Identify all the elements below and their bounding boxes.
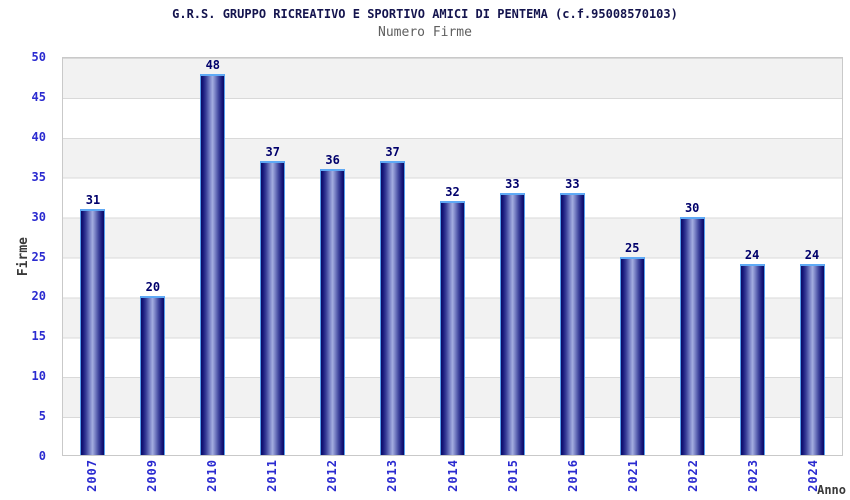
x-tick-2010: 2010 bbox=[182, 459, 242, 492]
bar-2016: 33 bbox=[559, 177, 585, 455]
x-axis-label: Anno bbox=[817, 483, 846, 497]
y-tick-label: 40 bbox=[31, 129, 46, 144]
bar-slot-2009: 20 bbox=[123, 58, 183, 455]
x-tick-label: 2015 bbox=[505, 459, 520, 492]
x-tick-2007: 2007 bbox=[62, 459, 122, 492]
bar-value-label: 37 bbox=[385, 145, 400, 160]
bar-value-label: 25 bbox=[625, 240, 640, 255]
x-tick-2012: 2012 bbox=[302, 459, 362, 492]
bar-value-label: 31 bbox=[85, 192, 101, 207]
bar-slot-2022: 30 bbox=[662, 58, 722, 455]
y-tick-label: 35 bbox=[31, 169, 46, 184]
bar-2010: 48 bbox=[200, 58, 226, 455]
bar-value-label: 20 bbox=[145, 280, 161, 295]
bar-value-label: 48 bbox=[205, 57, 221, 72]
bar-value-label: 33 bbox=[565, 176, 580, 191]
bar-2012: 36 bbox=[320, 153, 346, 455]
x-tick-label: 2013 bbox=[385, 459, 400, 492]
x-tick-label: 2007 bbox=[85, 459, 100, 492]
y-tick-label: 20 bbox=[31, 289, 46, 304]
y-tick-label: 10 bbox=[31, 369, 46, 384]
x-tick-label: 2016 bbox=[565, 459, 580, 492]
y-tick-label: 45 bbox=[31, 89, 46, 104]
bar-value-label: 36 bbox=[325, 153, 340, 168]
x-tick-2016: 2016 bbox=[543, 459, 603, 492]
x-tick-2021: 2021 bbox=[603, 459, 663, 492]
bar-2007: 31 bbox=[80, 193, 106, 455]
x-tick-label: 2010 bbox=[205, 459, 220, 492]
y-axis-ticks: 0 5 10 15 20 25 30 35 40 45 50 bbox=[0, 50, 54, 463]
x-tick-label: 2021 bbox=[625, 459, 640, 492]
y-tick-label: 30 bbox=[31, 209, 46, 224]
y-tick-label: 5 bbox=[38, 409, 46, 424]
x-tick-2015: 2015 bbox=[483, 459, 543, 492]
bar-slot-2014: 32 bbox=[423, 58, 483, 455]
bar-2024: 24 bbox=[799, 248, 825, 455]
bar-2009: 20 bbox=[140, 280, 166, 455]
bar-slot-2010: 48 bbox=[183, 58, 243, 455]
bar-value-label: 37 bbox=[265, 145, 280, 160]
y-tick-label: 0 bbox=[38, 449, 46, 463]
bar-slot-2012: 36 bbox=[303, 58, 363, 455]
bar-slot-2013: 37 bbox=[363, 58, 423, 455]
bar-slot-2021: 25 bbox=[602, 58, 662, 455]
x-tick-2009: 2009 bbox=[122, 459, 182, 492]
bar-2011: 37 bbox=[260, 145, 286, 455]
x-tick-label: 2009 bbox=[145, 459, 160, 492]
y-tick-label: 25 bbox=[31, 249, 46, 264]
plot-area: 31 20 48 37 36 37 32 33 33 25 30 24 24 bbox=[62, 57, 843, 456]
bar-slot-2016: 33 bbox=[542, 58, 602, 455]
bar-value-label: 30 bbox=[684, 200, 700, 215]
bar-2015: 33 bbox=[499, 177, 525, 455]
bar-value-label: 24 bbox=[744, 248, 760, 263]
chart-subtitle: Numero Firme bbox=[378, 25, 472, 40]
x-tick-2022: 2022 bbox=[663, 459, 723, 492]
bar-slot-2007: 31 bbox=[63, 58, 123, 455]
x-tick-2011: 2011 bbox=[242, 459, 302, 492]
bar-2013: 37 bbox=[380, 145, 406, 455]
bar-slot-2011: 37 bbox=[243, 58, 303, 455]
bar-2023: 24 bbox=[739, 248, 765, 455]
bar-2022: 30 bbox=[679, 201, 705, 455]
bar-2021: 25 bbox=[619, 241, 645, 455]
bar-value-label: 33 bbox=[505, 176, 520, 191]
chart-title: G.R.S. GRUPPO RICREATIVO E SPORTIVO AMIC… bbox=[172, 7, 678, 21]
x-tick-label: 2022 bbox=[685, 459, 700, 492]
bar-value-label: 32 bbox=[445, 184, 460, 199]
x-tick-2023: 2023 bbox=[723, 459, 783, 492]
y-tick-label: 50 bbox=[31, 50, 46, 64]
x-tick-label: 2012 bbox=[325, 459, 340, 492]
bar-slot-2023: 24 bbox=[722, 58, 782, 455]
bar-value-label: 24 bbox=[804, 248, 820, 263]
y-tick-label: 15 bbox=[31, 329, 46, 344]
x-tick-label: 2023 bbox=[745, 459, 760, 492]
x-tick-label: 2011 bbox=[265, 459, 280, 492]
bar-slot-2024: 24 bbox=[782, 58, 842, 455]
x-tick-2014: 2014 bbox=[422, 459, 482, 492]
x-tick-label: 2014 bbox=[445, 459, 460, 492]
bar-2014: 32 bbox=[439, 185, 465, 455]
x-tick-2013: 2013 bbox=[362, 459, 422, 492]
bar-slot-2015: 33 bbox=[482, 58, 542, 455]
x-axis-ticks: 2007 2009 2010 2011 2012 2013 2014 2015 2016 2021… bbox=[62, 459, 843, 492]
